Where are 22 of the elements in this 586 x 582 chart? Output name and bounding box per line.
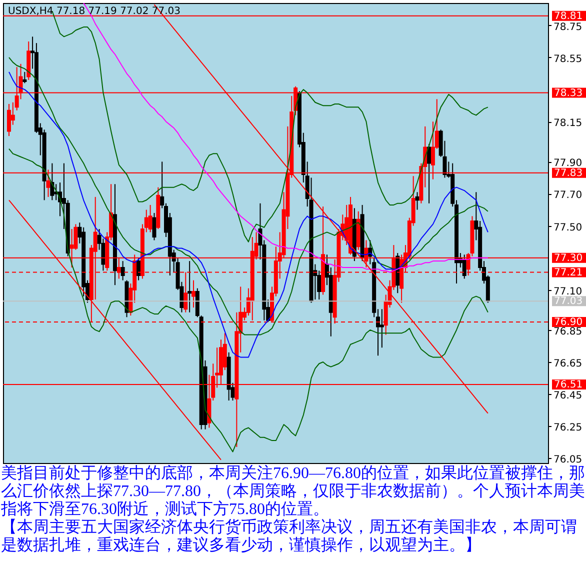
ref-line-label: 77.03	[554, 296, 583, 308]
ref-line-label: 77.21	[554, 267, 583, 278]
ref-line-label: 76.51	[554, 379, 583, 390]
ref-line-label: 78.33	[554, 88, 583, 99]
y-tick-label: 76.05	[554, 454, 582, 466]
y-tick-label: 76.65	[554, 358, 582, 370]
ref-line-label: 77.83	[554, 168, 583, 179]
y-tick-label: 76.45	[554, 390, 582, 402]
y-tick-label: 77.90	[554, 158, 582, 170]
ref-line-label: 78.81	[554, 10, 583, 22]
y-tick-label: 78.55	[554, 54, 582, 65]
ref-line-label: 77.30	[554, 252, 583, 264]
y-tick-label: 77.50	[554, 222, 582, 234]
text: 美指目前处于修整中的底部，本周关注76.90—76.80的位置，如果此位置被撑住，那么汇价依然上探77.30—77.80，（本周策略，仅限于非农数据前）。个人预计本周美指将下滑至76.30附近，测试下方75.80的位置。	[1, 465, 585, 518]
y-tick-label: 77.70	[554, 190, 582, 202]
ref-line-label: 76.90	[554, 316, 583, 328]
y-tick-label: 76.85	[554, 326, 582, 338]
y-tick-label: 77.10	[554, 286, 582, 298]
text: 【本周主要五大国家经济体央行货币政策利率决议，周五还有美国非农，本周可谓是数据扎堆，重戏连台，建议多看少动，谨慎操作，以观望为主。】	[1, 519, 578, 555]
y-tick-label: 76.25	[554, 422, 582, 434]
y-tick-label: 78.75	[554, 22, 582, 33]
y-tick-label: 78.15	[554, 118, 582, 130]
